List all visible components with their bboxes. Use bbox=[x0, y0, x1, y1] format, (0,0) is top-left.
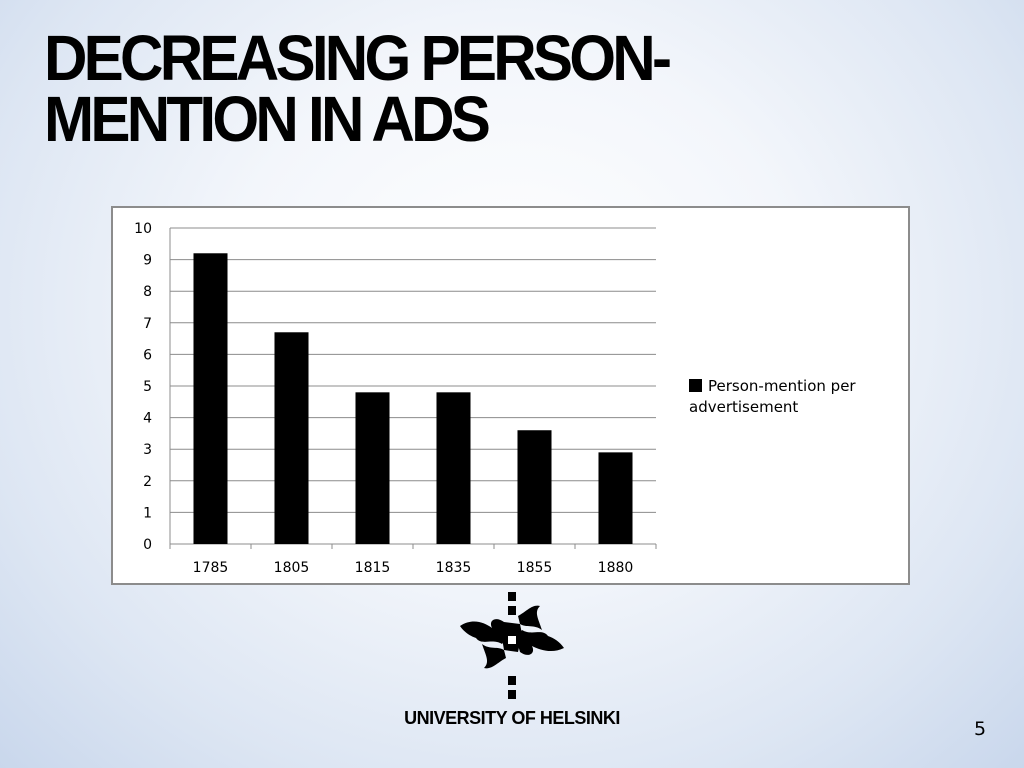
bar-chart: 0 1 2 3 4 5 6 7 8 9 10 1785 1805 1815 1835 1855 1880 Per… bbox=[111, 206, 910, 585]
x-tick-label: 1805 bbox=[274, 560, 310, 576]
x-tick-label: 1815 bbox=[355, 560, 391, 576]
y-tick-label: 10 bbox=[134, 221, 152, 237]
university-flame-logo bbox=[460, 592, 564, 699]
bar bbox=[193, 253, 228, 544]
x-tick-label: 1855 bbox=[517, 560, 553, 576]
y-tick-label: 4 bbox=[143, 411, 152, 427]
y-tick-label: 1 bbox=[143, 505, 152, 521]
y-tick-label: 0 bbox=[143, 537, 152, 553]
y-tick-label: 6 bbox=[143, 347, 152, 363]
y-tick-label: 7 bbox=[143, 316, 152, 332]
x-tick-label: 1880 bbox=[598, 560, 634, 576]
bar bbox=[517, 430, 552, 544]
y-tick-label: 3 bbox=[143, 442, 152, 458]
bar bbox=[274, 332, 309, 544]
slide-title: DECREASING PERSON-MENTION IN ADS bbox=[44, 22, 672, 155]
y-tick-label: 5 bbox=[143, 379, 152, 395]
bar bbox=[355, 392, 390, 544]
y-tick-label: 8 bbox=[143, 284, 152, 300]
x-tick-label: 1785 bbox=[193, 560, 229, 576]
university-name: UNIVERSITY OF HELSINKI bbox=[404, 708, 620, 728]
bar bbox=[436, 392, 471, 544]
legend-label: Person-mention per advertisement bbox=[689, 377, 856, 416]
chart-legend: Person-mention per advertisement bbox=[689, 376, 899, 418]
y-tick-label: 2 bbox=[143, 474, 152, 490]
page-number: 5 bbox=[973, 718, 987, 740]
x-tick-label: 1835 bbox=[436, 560, 472, 576]
chart-plot: 0 1 2 3 4 5 6 7 8 9 10 1785 1805 1815 1835 1855 1880 bbox=[134, 221, 657, 576]
legend-swatch bbox=[689, 379, 702, 392]
bar bbox=[598, 452, 633, 544]
y-tick-label: 9 bbox=[143, 253, 152, 269]
